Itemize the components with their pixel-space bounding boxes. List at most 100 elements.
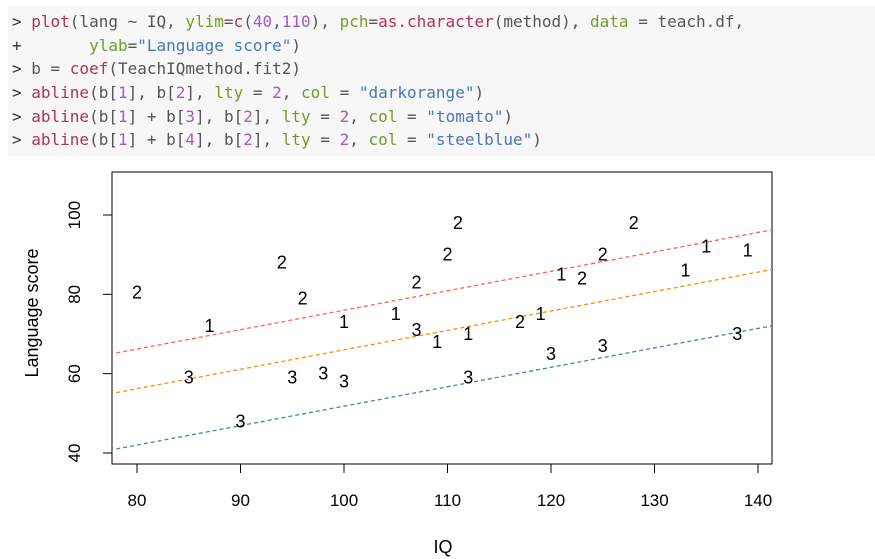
point-1: 1 — [681, 261, 691, 281]
code-token: lty — [214, 83, 244, 103]
y-axis-title: Language score — [22, 248, 42, 377]
code-token: + — [12, 35, 90, 55]
abline-darkorange — [116, 268, 772, 394]
point-2: 2 — [277, 253, 287, 273]
point-1: 1 — [339, 312, 349, 332]
point-3: 3 — [598, 336, 608, 356]
regression-lines — [116, 229, 772, 450]
code-token: (lang ~ IQ, — [69, 12, 186, 31]
code-token: as.character — [378, 12, 494, 31]
code-token: 40 — [252, 12, 273, 31]
point-1: 1 — [204, 316, 214, 336]
code-token: , — [349, 130, 369, 150]
point-3: 3 — [339, 372, 349, 392]
y-tick-label: 40 — [65, 444, 84, 463]
x-tick-label: 130 — [640, 491, 668, 510]
point-2: 2 — [577, 268, 587, 288]
code-token: 2 — [175, 83, 186, 103]
x-tick-label: 80 — [128, 491, 147, 510]
code-token: ] + b[ — [127, 106, 186, 126]
code-line: > b = coef(TeachIQmethod.fit2) — [12, 57, 875, 81]
code-token: col — [368, 106, 398, 126]
code-token: ) — [532, 130, 542, 150]
code-token: 2 — [272, 83, 282, 103]
code-token: = — [243, 83, 273, 103]
code-token: abline — [31, 106, 90, 126]
point-1: 1 — [701, 237, 711, 257]
x-tick-label: 140 — [744, 491, 772, 510]
code-token: (b[ — [89, 106, 118, 126]
code-token: 1 — [117, 83, 128, 103]
code-token: ) — [291, 35, 301, 55]
code-token: = — [127, 35, 138, 55]
code-token: , — [349, 106, 369, 126]
code-token: 2 — [243, 130, 253, 150]
code-token: lty — [281, 130, 311, 150]
code-token: = — [397, 106, 427, 126]
code-token: "steelblue" — [426, 130, 533, 150]
y-tick-label: 80 — [65, 285, 84, 304]
y-axis: 40 60 80 100 — [65, 201, 113, 463]
point-1: 1 — [432, 332, 442, 352]
code-token: = — [397, 130, 427, 150]
point-2: 2 — [442, 245, 452, 265]
code-token: , — [281, 83, 302, 103]
code-token: col — [301, 83, 330, 103]
code-token: ), — [310, 12, 340, 31]
point-2: 2 — [598, 245, 608, 265]
code-token: "tomato" — [426, 106, 504, 126]
code-token: ) — [474, 83, 485, 103]
code-token: = — [368, 12, 379, 31]
code-token: , — [272, 12, 282, 31]
code-token: 2 — [243, 106, 253, 126]
x-tick-label: 90 — [231, 491, 250, 510]
code-token: coef — [69, 59, 109, 79]
point-2: 2 — [629, 213, 639, 233]
code-line: > abline(b[1], b[2], lty = 2, col = "dar… — [12, 81, 875, 105]
code-token: > — [12, 130, 32, 150]
abline-steelblue — [116, 325, 772, 450]
point-3: 3 — [463, 368, 473, 388]
code-token: (TeachIQmethod.fit2) — [108, 59, 301, 79]
code-token: 2 — [339, 130, 350, 150]
code-token: 3 — [185, 106, 196, 126]
point-3: 3 — [411, 320, 421, 340]
point-1: 1 — [463, 324, 473, 344]
code-token: > — [12, 106, 32, 126]
y-tick-label: 100 — [65, 201, 84, 229]
code-token: ], b[ — [195, 130, 244, 150]
code-token: "Language score" — [137, 35, 292, 55]
code-token: ( — [243, 12, 253, 31]
code-token: ylim — [185, 12, 224, 31]
point-3: 3 — [732, 324, 742, 344]
code-token: ], — [252, 106, 282, 126]
point-2: 2 — [411, 272, 421, 292]
code-token: "darkorange" — [358, 83, 475, 103]
code-token: 110 — [281, 12, 311, 31]
x-axis: 80 90 100 110 120 130 140 — [128, 463, 772, 510]
point-1: 1 — [536, 304, 546, 324]
code-token: ], — [185, 83, 215, 103]
point-3: 3 — [546, 344, 556, 364]
abline-tomato — [116, 229, 772, 354]
point-3: 3 — [287, 368, 297, 388]
code-token: 4 — [185, 130, 196, 150]
x-tick-label: 120 — [537, 491, 565, 510]
point-3: 3 — [318, 364, 328, 384]
point-3: 3 — [184, 368, 194, 388]
y-tick-label: 60 — [65, 364, 84, 383]
x-tick-label: 100 — [330, 491, 358, 510]
point-2: 2 — [132, 282, 142, 302]
r-console-code: > plot(lang ~ IQ, ylim=c(40,110), pch=as… — [8, 6, 875, 156]
code-line: > abline(b[1] + b[4], b[2], lty = 2, col… — [12, 128, 875, 152]
code-token: b = — [31, 59, 70, 79]
code-line: + ylab="Language score") — [12, 34, 875, 58]
code-line: > plot(lang ~ IQ, ylim=c(40,110), pch=as… — [12, 10, 875, 34]
code-token: = — [310, 106, 340, 126]
code-token: ], b[ — [195, 106, 244, 126]
code-token: (b[ — [89, 83, 118, 103]
point-1: 1 — [391, 304, 401, 324]
code-token: ylab — [89, 35, 128, 55]
